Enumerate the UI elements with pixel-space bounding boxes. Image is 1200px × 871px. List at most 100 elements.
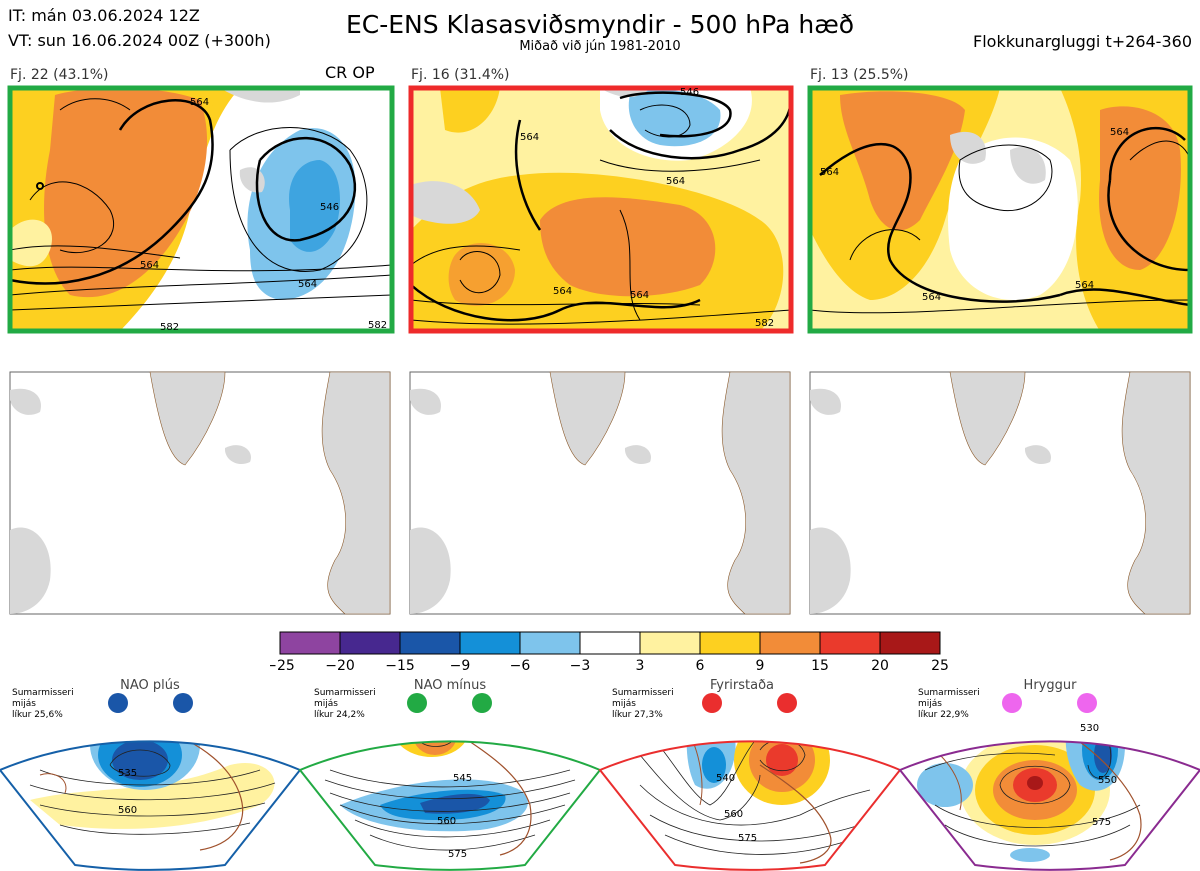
regime-ridge-contour: 530 <box>1080 723 1099 734</box>
empty-map-2 <box>409 371 791 615</box>
init-time: IT: mán 03.06.2024 12Z <box>8 6 200 25</box>
regime-nao-plus-prob: líkur 25,6% <box>12 710 63 720</box>
regime-nao-minus-prob: líkur 24,2% <box>314 710 365 720</box>
regime-nao-minus-title: NAO mínus <box>414 678 487 693</box>
regime-nao-minus: 545 560 575 NAO mínus Sumarmisseri mijás… <box>298 678 602 871</box>
colorbar-bin <box>279 631 341 655</box>
cluster-1-contour-label: 582 <box>368 320 387 331</box>
cluster-1-map: 564 564 546 564 582 582 <box>7 85 395 334</box>
colorbar-bin <box>459 631 521 655</box>
regime-nao-minus-contour: 560 <box>437 816 456 827</box>
colorbar-tick-label: −25 <box>270 658 295 674</box>
regime-ridge-note: mijás <box>918 699 942 709</box>
cluster-1-contour-label: 546 <box>320 202 339 213</box>
regime-ridge-prob: líkur 22,9% <box>918 710 969 720</box>
colorbar-tick-label: 15 <box>811 658 829 674</box>
regime-ridge-title: Hryggur <box>1024 678 1078 693</box>
colorbar-tick-label: −6 <box>510 658 531 674</box>
regime-nao-plus-outline <box>0 740 302 871</box>
colorbar-bin <box>759 631 821 655</box>
regime-blocking-outline <box>598 740 902 871</box>
regime-nao-minus-contour: 545 <box>453 773 472 784</box>
cluster-1-contour-label: 564 <box>298 279 317 290</box>
regime-ridge-dot-left <box>1002 693 1022 713</box>
regime-blocking-note: mijás <box>612 699 636 709</box>
regime-nao-plus-dot-left <box>108 693 128 713</box>
regime-nao-plus-contour: 535 <box>118 768 137 779</box>
regime-nao-plus-note: mijás <box>12 699 36 709</box>
regime-nao-plus-title: NAO plús <box>120 678 180 693</box>
cluster-1-contour-label: 564 <box>140 260 159 271</box>
regime-ridge-outline <box>898 740 1200 871</box>
regime-blocking-contour: 540 <box>716 773 735 784</box>
cluster-1-members: CR OP <box>325 63 375 82</box>
cluster-2-contour-label: 582 <box>755 318 774 329</box>
cluster-3-contour-label: 564 <box>1110 127 1129 138</box>
empty-map-1 <box>9 371 391 615</box>
regime-blocking-prob: líkur 27,3% <box>612 710 663 720</box>
regime-blocking-contour: 575 <box>738 833 757 844</box>
colorbar-tick-label: 6 <box>696 658 705 674</box>
regime-ridge-dot-right <box>1077 693 1097 713</box>
colorbar-bin <box>819 631 881 655</box>
colorbar: −25 −20 −15 −9 −6 −3 3 6 9 15 20 25 <box>270 631 949 674</box>
cluster-2-contour-label: 546 <box>680 87 699 98</box>
regime-nao-minus-outline <box>298 740 602 871</box>
regime-blocking-contour: 560 <box>724 809 743 820</box>
regime-nao-minus-dot-right <box>472 693 492 713</box>
colorbar-bin <box>339 631 401 655</box>
cluster-maps: 564 564 546 564 582 582 <box>7 85 1193 615</box>
colorbar-tick-label: −3 <box>570 658 591 674</box>
regime-nao-plus-contour: 560 <box>118 805 137 816</box>
regime-blocking-title: Fyrirstaða <box>710 678 774 693</box>
colorbar-tick-label: 25 <box>931 658 949 674</box>
regime-ridge: 530 550 575 Hryggur Sumarmisseri mijás l… <box>898 678 1200 871</box>
cluster-1-contour-label: 564 <box>190 97 209 108</box>
cluster-3-contour-label: 564 <box>922 292 941 303</box>
colorbar-tick-label: −20 <box>325 658 355 674</box>
empty-map-row <box>9 371 1191 615</box>
regime-nao-minus-contour: 575 <box>448 849 467 860</box>
cluster-window: Flokkunargluggi t+264-360 <box>973 32 1192 51</box>
regime-nao-plus: 535 560 NAO plús Sumarmisseri mijás líku… <box>0 678 302 871</box>
cluster-1-border <box>7 85 395 334</box>
regime-nao-minus-dot-left <box>407 693 427 713</box>
page-title: EC-ENS Klasasviðsmyndir - 500 hPa hæð <box>345 10 855 39</box>
colorbar-bin <box>699 631 761 655</box>
colorbar-bin <box>639 631 701 655</box>
cluster-2-border <box>408 85 794 334</box>
valid-time: VT: sun 16.06.2024 00Z (+300h) <box>8 31 271 50</box>
regime-nao-minus-note: mijás <box>314 699 338 709</box>
cluster-3-map: 564 564 564 564 <box>807 85 1193 334</box>
regime-ridge-season: Sumarmisseri <box>918 688 980 698</box>
cluster-2-contour-label: 564 <box>553 286 572 297</box>
cluster-3-label: Fj. 13 (25.5%) <box>810 67 909 83</box>
colorbar-tick-label: −15 <box>385 658 415 674</box>
regime-nao-plus-dot-right <box>173 693 193 713</box>
colorbar-tick-label: −9 <box>450 658 471 674</box>
colorbar-bin <box>579 631 641 655</box>
regime-nao-minus-season: Sumarmisseri <box>314 688 376 698</box>
regime-nao-plus-season: Sumarmisseri <box>12 688 74 698</box>
regime-row: 535 560 NAO plús Sumarmisseri mijás líku… <box>0 678 1200 871</box>
regime-ridge-contour: 575 <box>1092 817 1111 828</box>
regime-blocking-dot-left <box>702 693 722 713</box>
cluster-2-contour-label: 564 <box>630 290 649 301</box>
cluster-2-contour-label: 564 <box>666 176 685 187</box>
cluster-3-border <box>807 85 1193 334</box>
regime-blocking: 540 560 575 Fyrirstaða Sumarmisseri mijá… <box>598 678 902 871</box>
cluster-2-contour-label: 564 <box>520 132 539 143</box>
cluster-2-label: Fj. 16 (31.4%) <box>411 67 510 83</box>
colorbar-bin <box>399 631 461 655</box>
cluster-1-contour-label: 582 <box>160 322 179 333</box>
cluster-2-map: 564 564 546 564 564 582 <box>408 85 794 334</box>
regime-blocking-season: Sumarmisseri <box>612 688 674 698</box>
cluster-1-label: Fj. 22 (43.1%) <box>10 67 109 83</box>
colorbar-tick-label: 3 <box>636 658 645 674</box>
regime-ridge-contour: 550 <box>1098 775 1117 786</box>
cluster-3-contour-label: 564 <box>1075 280 1094 291</box>
colorbar-bin <box>519 631 581 655</box>
colorbar-bin <box>879 631 941 655</box>
page-subtitle: Miðað við jún 1981-2010 <box>519 39 681 54</box>
empty-map-3 <box>809 371 1191 615</box>
